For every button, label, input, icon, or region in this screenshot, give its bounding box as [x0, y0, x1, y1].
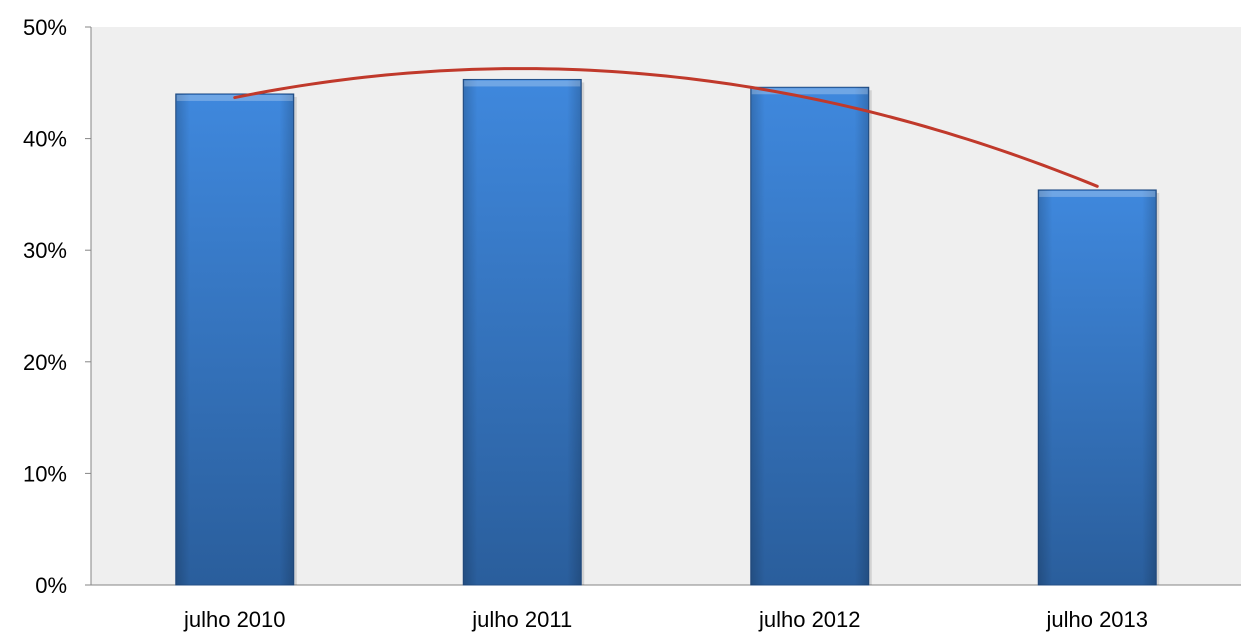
y-tick-label: 20% [23, 350, 67, 375]
x-tick-label: julho 2011 [471, 607, 572, 632]
bar-shading [1038, 189, 1157, 585]
trendline [233, 67, 1099, 188]
x-tick-label: julho 2010 [183, 607, 286, 632]
bar-highlight [1039, 190, 1156, 197]
x-axis-labels: julho 2010 julho 2011 julho 2012 julho 2013 [183, 607, 1148, 632]
y-tick-label: 10% [23, 461, 67, 486]
y-tick-label: 40% [23, 127, 67, 152]
bar-shading [463, 79, 582, 586]
bar-highlight [464, 80, 581, 87]
y-axis: 0% 10% 20% 30% 40% 50% [23, 15, 1241, 598]
bar-shading [750, 87, 869, 585]
x-tick-label: julho 2012 [758, 607, 861, 632]
x-tick-label: julho 2013 [1045, 607, 1148, 632]
bars-group [175, 78, 1160, 586]
y-tick-label: 0% [35, 573, 67, 598]
bar-shading [175, 93, 294, 586]
trendline-group [233, 67, 1099, 188]
y-tick-label: 30% [23, 238, 67, 263]
y-tick-label: 50% [23, 15, 67, 40]
bar-highlight [751, 88, 868, 95]
